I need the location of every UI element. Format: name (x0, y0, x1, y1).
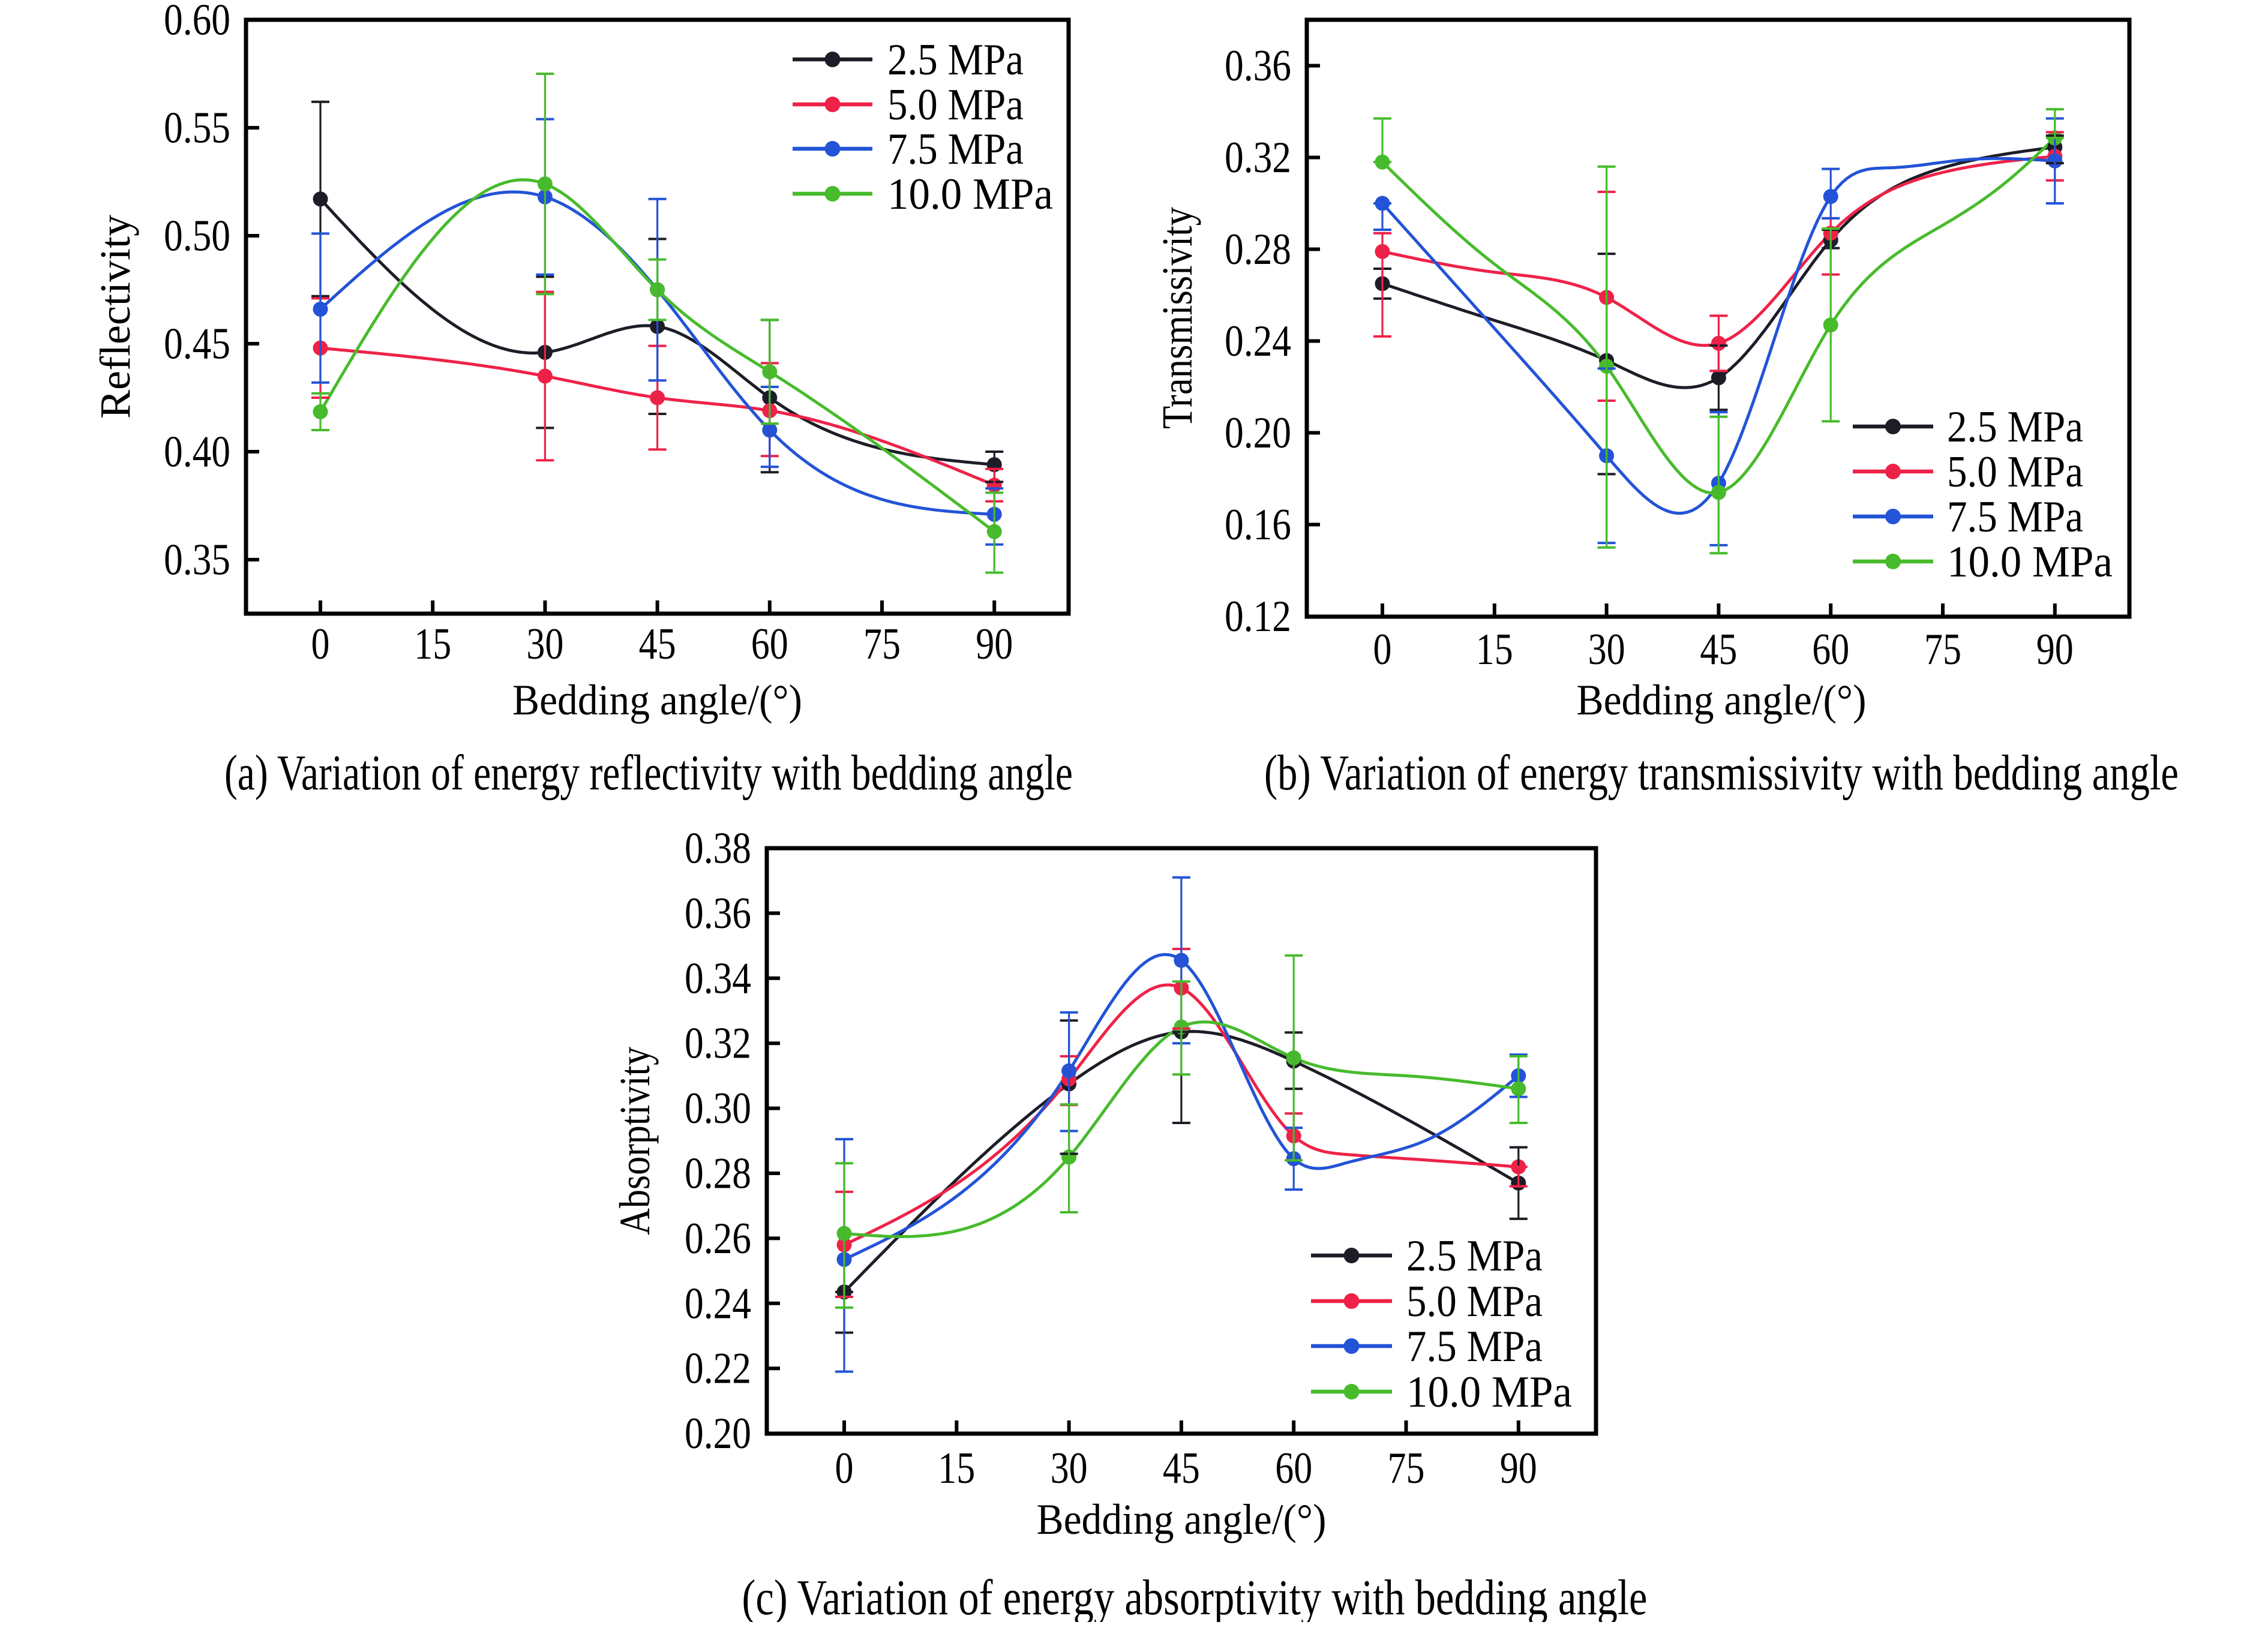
svg-text:(b) Variation of energy transm: (b) Variation of energy transmissivity w… (1264, 745, 2179, 801)
svg-text:0.30: 0.30 (685, 1084, 751, 1133)
svg-text:0.55: 0.55 (164, 104, 230, 153)
svg-text:90: 90 (2036, 625, 2074, 674)
svg-text:0.26: 0.26 (685, 1214, 751, 1263)
svg-text:10.0 MPa: 10.0 MPa (1947, 537, 2113, 587)
svg-text:0.36: 0.36 (685, 889, 751, 938)
svg-text:0.28: 0.28 (1225, 225, 1291, 274)
svg-text:(c) Variation of energy absorp: (c) Variation of energy absorptivity wit… (742, 1570, 1648, 1622)
svg-text:2.5 MPa: 2.5 MPa (1406, 1231, 1543, 1281)
svg-text:Reflectivity: Reflectivity (91, 215, 139, 419)
svg-text:Transmissivity: Transmissivity (1153, 207, 1201, 429)
svg-text:60: 60 (1275, 1444, 1312, 1493)
svg-text:0.12: 0.12 (1225, 592, 1291, 641)
svg-text:0.35: 0.35 (164, 536, 230, 585)
svg-text:0.45: 0.45 (164, 320, 230, 369)
svg-text:5.0 MPa: 5.0 MPa (887, 80, 1024, 130)
svg-text:Absorptivity: Absorptivity (611, 1047, 659, 1235)
svg-text:0.20: 0.20 (685, 1409, 751, 1458)
svg-text:90: 90 (976, 620, 1013, 669)
svg-text:(a) Variation of energy reflec: (a) Variation of energy reflectivity wit… (224, 745, 1073, 801)
svg-text:10.0 MPa: 10.0 MPa (887, 170, 1053, 219)
svg-text:0.28: 0.28 (685, 1149, 751, 1199)
svg-text:0.24: 0.24 (1225, 317, 1291, 366)
svg-text:0.36: 0.36 (1225, 41, 1291, 91)
svg-text:5.0 MPa: 5.0 MPa (1406, 1277, 1543, 1326)
svg-text:Bedding angle/(°): Bedding angle/(°) (512, 676, 802, 724)
svg-text:Bedding angle/(°): Bedding angle/(°) (1577, 676, 1867, 724)
svg-text:0.60: 0.60 (164, 0, 230, 45)
svg-text:15: 15 (938, 1444, 975, 1493)
svg-text:30: 30 (1588, 625, 1625, 674)
svg-text:0.32: 0.32 (1225, 133, 1291, 182)
svg-text:60: 60 (751, 620, 788, 669)
svg-text:60: 60 (1812, 625, 1849, 674)
svg-text:0.50: 0.50 (164, 212, 230, 261)
svg-text:75: 75 (1388, 1444, 1425, 1493)
svg-text:0.34: 0.34 (685, 954, 751, 1003)
svg-text:75: 75 (1924, 625, 1961, 674)
svg-text:0.32: 0.32 (685, 1019, 751, 1068)
svg-text:7.5 MPa: 7.5 MPa (887, 125, 1024, 174)
svg-text:0.20: 0.20 (1225, 408, 1291, 458)
svg-text:45: 45 (639, 620, 676, 669)
svg-text:5.0 MPa: 5.0 MPa (1947, 447, 2083, 497)
svg-text:2.5 MPa: 2.5 MPa (1947, 403, 2083, 452)
svg-text:0: 0 (835, 1444, 854, 1493)
svg-text:15: 15 (1476, 625, 1513, 674)
svg-text:45: 45 (1700, 625, 1737, 674)
svg-text:0: 0 (311, 620, 330, 669)
svg-text:90: 90 (1500, 1444, 1537, 1493)
svg-text:15: 15 (414, 620, 451, 669)
svg-text:0.16: 0.16 (1225, 500, 1291, 549)
svg-text:45: 45 (1163, 1444, 1200, 1493)
svg-text:7.5 MPa: 7.5 MPa (1947, 492, 2083, 542)
svg-text:0.40: 0.40 (164, 428, 230, 477)
svg-text:Bedding angle/(°): Bedding angle/(°) (1037, 1495, 1327, 1543)
svg-text:0: 0 (1373, 625, 1392, 674)
svg-text:7.5 MPa: 7.5 MPa (1406, 1322, 1543, 1371)
svg-text:10.0 MPa: 10.0 MPa (1406, 1368, 1572, 1417)
svg-text:0.38: 0.38 (685, 824, 751, 873)
svg-text:30: 30 (526, 620, 563, 669)
svg-text:75: 75 (863, 620, 901, 669)
svg-text:30: 30 (1051, 1444, 1088, 1493)
svg-text:2.5 MPa: 2.5 MPa (887, 35, 1024, 85)
svg-text:0.22: 0.22 (685, 1344, 751, 1393)
svg-text:0.24: 0.24 (685, 1279, 751, 1328)
